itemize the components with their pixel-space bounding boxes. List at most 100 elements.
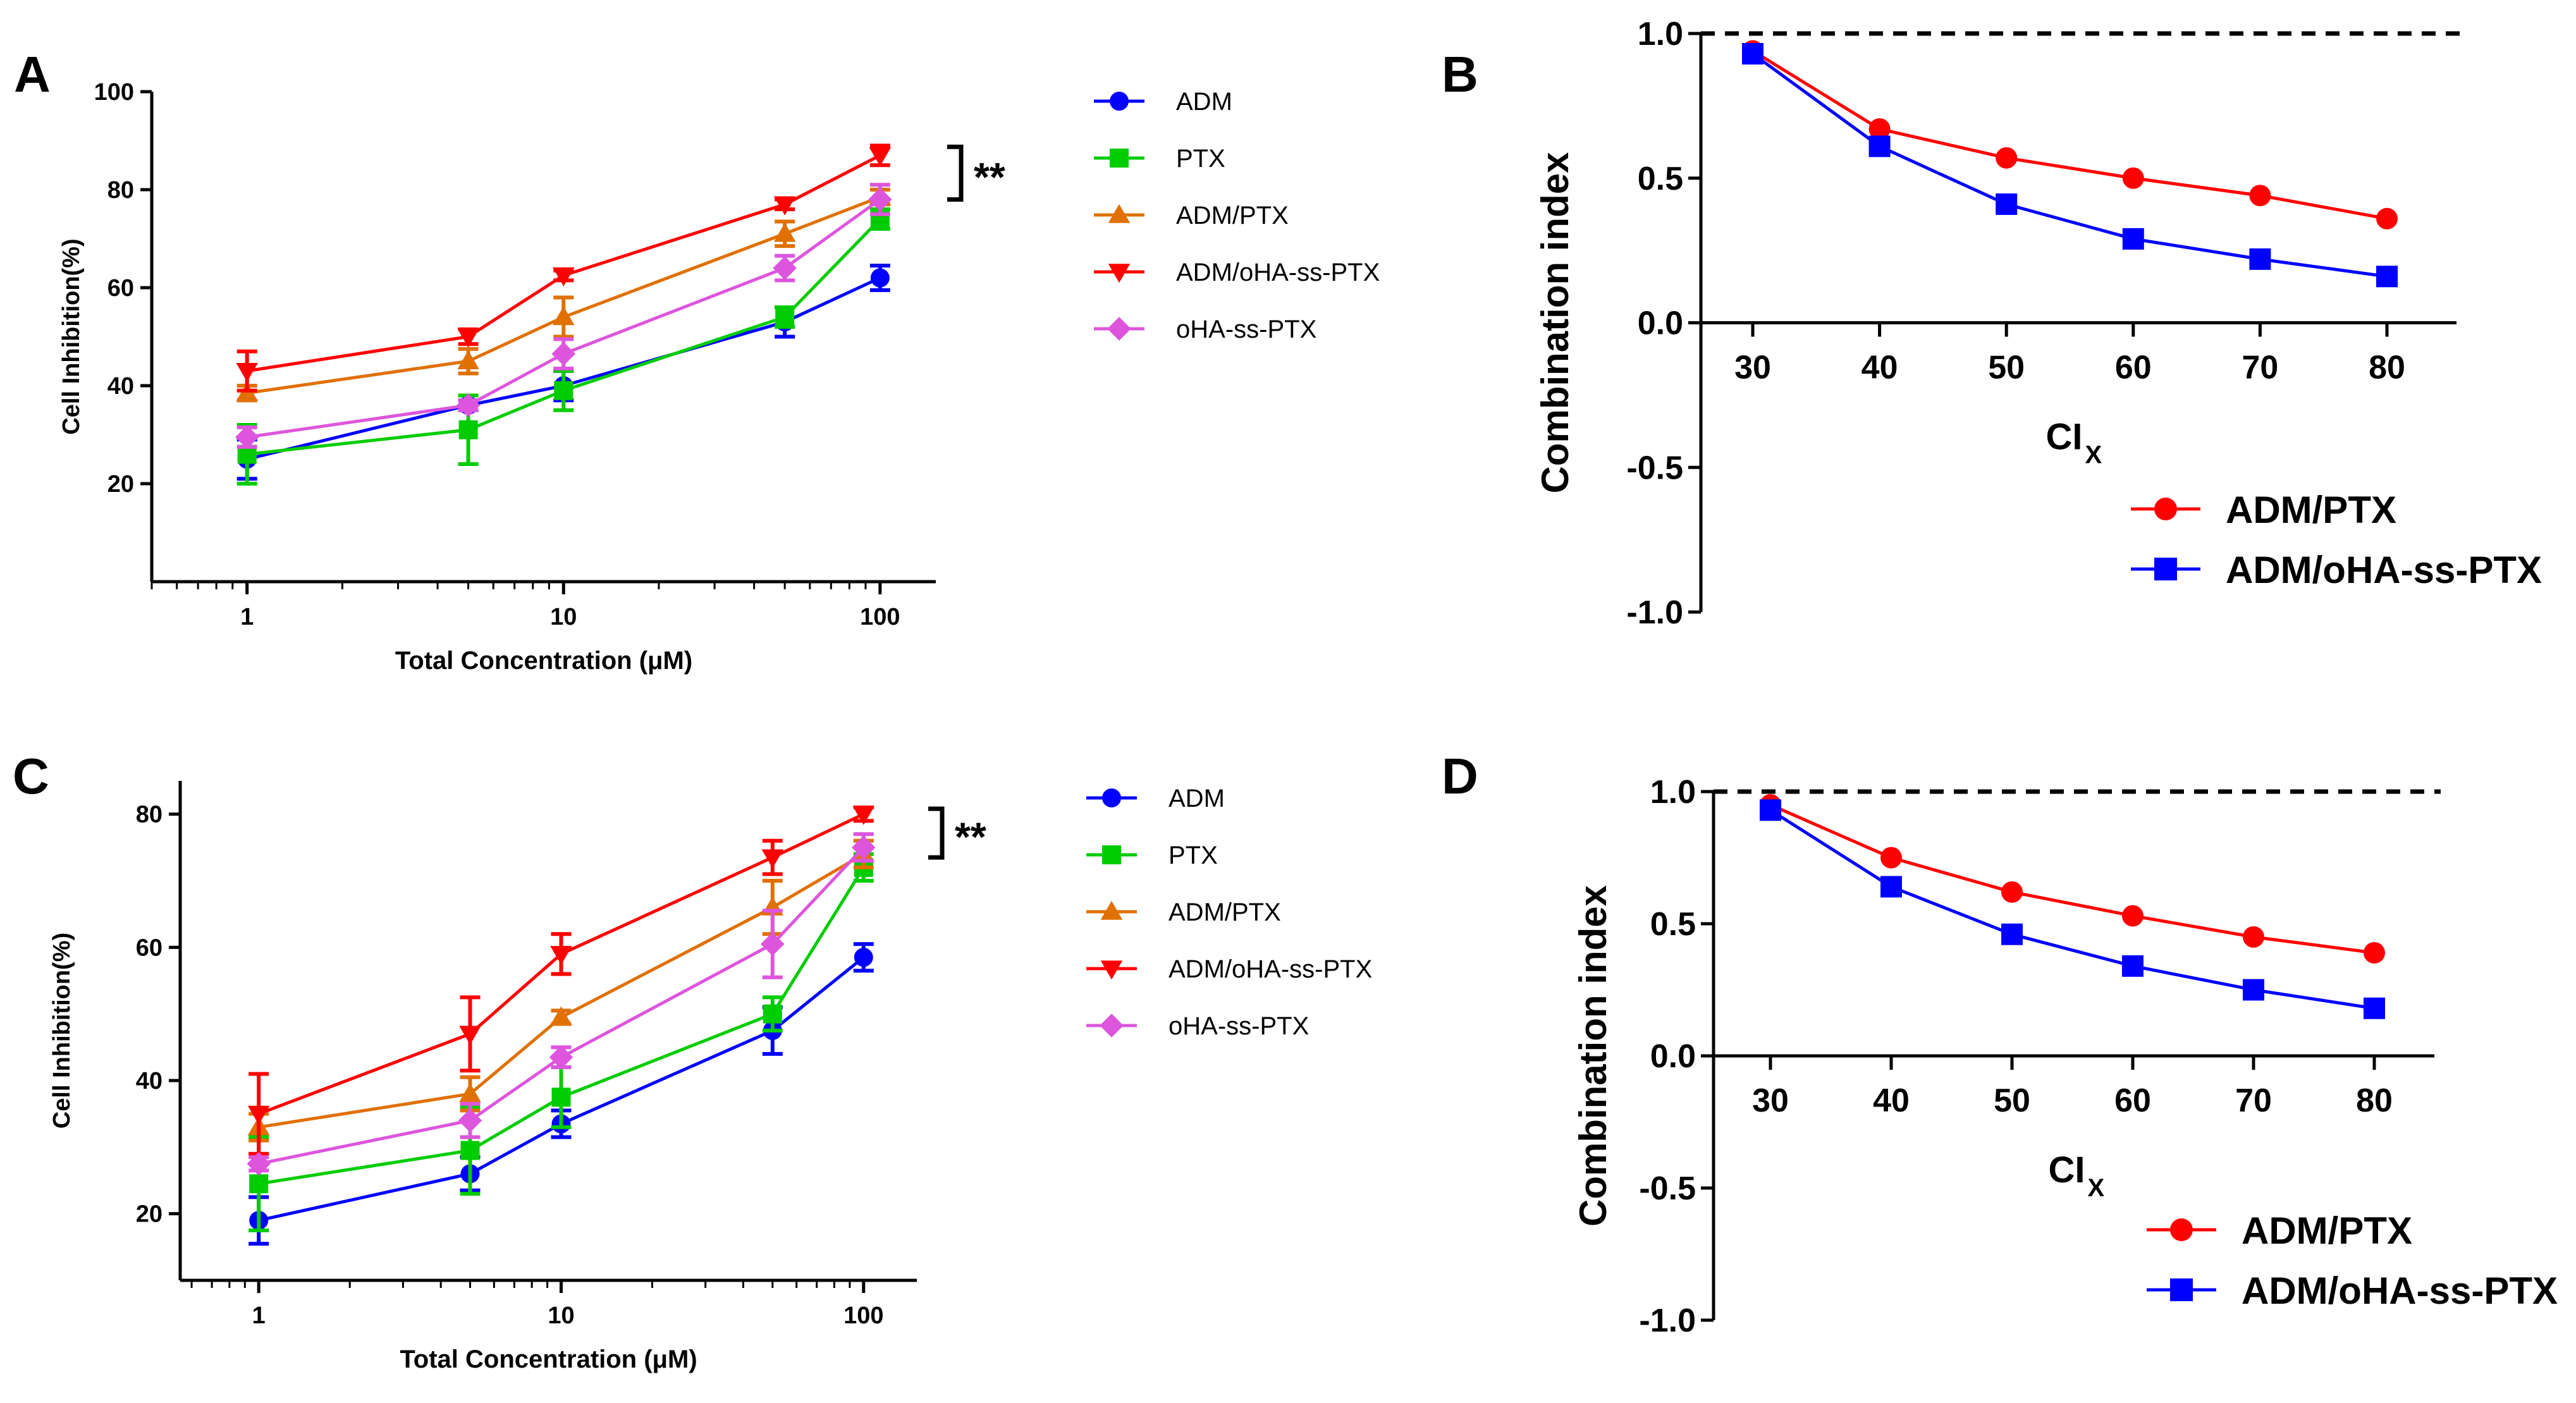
data-point [458, 1108, 482, 1132]
data-point [852, 835, 876, 860]
legend-marker [2170, 1278, 2193, 1301]
legend-marker [1108, 264, 1131, 283]
data-point [2249, 185, 2271, 207]
series-adm-oha-ss-ptx [236, 144, 892, 393]
x-tick-label: 60 [2115, 350, 2152, 386]
data-point [2364, 941, 2385, 964]
legend-marker [1107, 317, 1131, 341]
data-point [549, 1045, 573, 1069]
legend-item-adm-ptx: ADM/PTX [2147, 1210, 2412, 1252]
legend-marker [2154, 498, 2177, 520]
legend-marker [2154, 558, 2177, 580]
data-point [763, 1004, 782, 1024]
x-axis-title: Total Concentration (μM) [395, 647, 692, 675]
data-point [773, 256, 797, 280]
y-tick-label: 80 [107, 177, 134, 204]
x-tick-label: 40 [1861, 350, 1898, 386]
panel-letter: B [1442, 46, 1478, 102]
data-point [236, 363, 258, 382]
data-point [459, 1026, 481, 1045]
y-tick-label: 20 [136, 1201, 163, 1228]
x-tick-label: 10 [550, 604, 577, 630]
data-point [1996, 193, 2018, 215]
y-axis-title: Cell Inhibition(%) [49, 933, 75, 1129]
legend-marker [1110, 149, 1129, 168]
y-tick-label: 0.5 [1638, 161, 1683, 197]
y-tick-label: 1.0 [1650, 774, 1696, 811]
data-point [2364, 997, 2385, 1019]
data-point [852, 806, 875, 825]
x-tick-label: 80 [2369, 350, 2405, 386]
y-tick-label: 40 [136, 1068, 163, 1094]
data-point [1868, 135, 1891, 157]
legend-label: ADM/oHA-ss-PTX [1168, 955, 1372, 983]
legend-item-adm-oha-ss-ptx: ADM/oHA-ss-PTX [2147, 1270, 2558, 1312]
data-point [554, 381, 573, 400]
data-point [2001, 923, 2023, 945]
x-tick-label: 30 [1734, 350, 1771, 386]
legend-item-adm-ptx: ADM/PTX [1094, 202, 1289, 230]
data-point [553, 306, 575, 326]
panel-letter: D [1442, 748, 1478, 804]
legend-label: ADM [1168, 785, 1225, 812]
legend-marker [1100, 1014, 1124, 1038]
data-point [2122, 905, 2144, 927]
legend-item-oha-ss-ptx: oHA-ss-PTX [1086, 1012, 1309, 1040]
y-tick-label: 100 [94, 79, 134, 106]
legend-item-ptx: PTX [1094, 145, 1225, 173]
legend-item-adm-oha-ss-ptx: ADM/oHA-ss-PTX [1094, 259, 1380, 286]
data-point [868, 187, 892, 212]
data-point [550, 1006, 572, 1026]
x-tick-label: 40 [1873, 1082, 1910, 1119]
y-tick-label: 40 [107, 373, 134, 400]
y-tick-label: 0.0 [1650, 1038, 1696, 1075]
y-tick-label: 20 [107, 471, 134, 498]
legend-marker [1100, 960, 1123, 980]
data-point [2001, 881, 2023, 903]
x-axis-title-subscript: X [2088, 1174, 2105, 1202]
legend-label: PTX [1168, 842, 1218, 869]
y-tick-label: -1.0 [1639, 1302, 1696, 1339]
x-tick-label: 80 [2356, 1082, 2393, 1119]
legend-item-ptx: PTX [1086, 842, 1218, 869]
data-point [773, 196, 796, 216]
series-oha-ss-ptx [247, 832, 876, 1176]
y-axis-title: Combination index [1572, 885, 1614, 1227]
x-tick-label: 10 [548, 1302, 574, 1329]
panel-a: A 20 40 60 80 100 1 10 100 Total Concentration (μ… [14, 46, 1380, 675]
x-tick-label: 60 [2114, 1082, 2151, 1119]
data-point [2376, 207, 2398, 230]
data-point [457, 350, 479, 369]
panel-b: B 1.0 0.5 0.0 -0.5 -1.0 30 40 50 60 70 80 CI X Combina… [1442, 16, 2542, 631]
x-tick-label: 50 [1988, 350, 2025, 386]
series-adm-ptx [1742, 40, 2398, 230]
legend-item-adm-oha-ss-ptx: ADM/oHA-ss-PTX [2131, 549, 2542, 591]
legend-marker [1110, 92, 1129, 111]
data-point [761, 932, 785, 956]
legend-item-adm-oha-ss-ptx: ADM/oHA-ss-PTX [1086, 955, 1372, 983]
significance-label: ** [974, 154, 1005, 200]
legend-label: ADM/PTX [1168, 898, 1281, 926]
series-ptx [248, 852, 874, 1232]
series-adm-ptx [1760, 793, 2385, 964]
y-tick-label: 60 [107, 275, 134, 302]
legend-marker [1102, 845, 1121, 864]
legend-label: ADM/oHA-ss-PTX [1176, 259, 1380, 286]
legend-label: ADM/PTX [2226, 489, 2396, 531]
x-tick-label: 70 [2242, 350, 2278, 386]
data-point [775, 307, 795, 327]
legend-label: PTX [1176, 145, 1225, 173]
legend-marker [1100, 900, 1123, 920]
data-point [2376, 266, 2398, 288]
x-tick-label: 1 [240, 604, 254, 630]
data-point [2249, 248, 2271, 270]
data-point [1880, 876, 1902, 898]
legend-label: ADM [1176, 88, 1232, 116]
series-oha-ss-ptx [235, 183, 892, 450]
y-tick-label: -0.5 [1639, 1170, 1696, 1207]
y-axis-title: Combination index [1534, 152, 1576, 494]
data-point [1880, 847, 1902, 869]
series-line [1751, 52, 2388, 278]
series-line [1769, 809, 2375, 1010]
y-tick-label: -0.5 [1626, 450, 1683, 486]
